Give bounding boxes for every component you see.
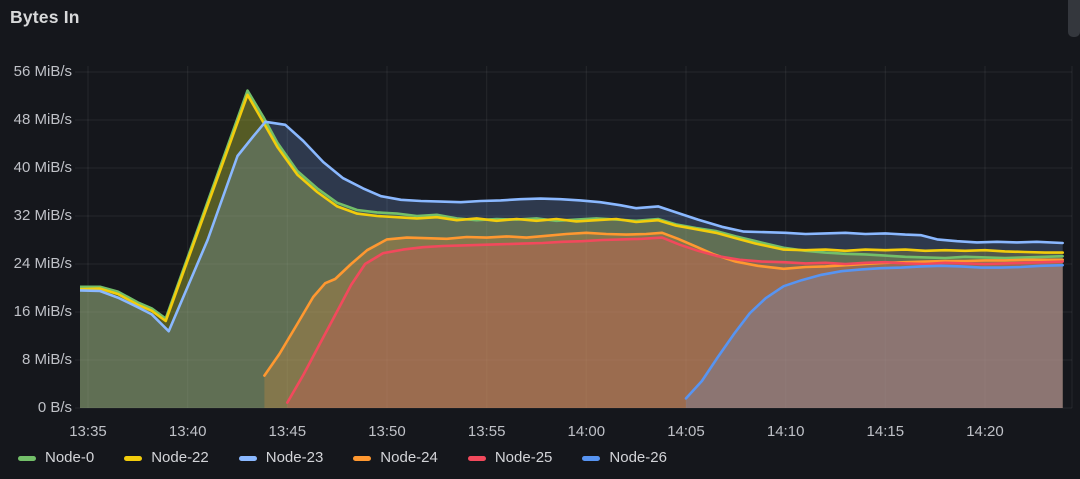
legend-item-node-25[interactable]: Node-25 — [467, 449, 553, 467]
legend-label: Node-26 — [609, 449, 667, 466]
legend-swatch-icon — [582, 455, 601, 461]
y-tick-label: 16 MiB/s — [13, 303, 72, 320]
series-area-node-0 — [80, 90, 1063, 408]
y-tick-label: 56 MiB/s — [13, 63, 72, 80]
series-area-node-26 — [686, 265, 1063, 408]
legend-item-node-24[interactable]: Node-24 — [353, 449, 438, 467]
legend: Node-0 Node-22 Node-23 Node-24 Node-25 Node-2… — [18, 449, 667, 467]
x-tick-label: 13:40 — [168, 423, 207, 440]
x-tick-label: 13:55 — [467, 423, 506, 440]
x-tick-label: 14:00 — [567, 423, 606, 440]
series-line-node-25 — [286, 236, 1064, 404]
legend-swatch-icon — [18, 455, 36, 461]
y-tick-label: 8 MiB/s — [21, 351, 72, 368]
x-tick-label: 13:35 — [69, 423, 107, 440]
x-tick-label: 14:10 — [766, 423, 805, 440]
legend-label: Node-22 — [151, 449, 209, 466]
legend-item-node-23[interactable]: Node-23 — [238, 449, 324, 467]
gridlines — [75, 66, 1073, 409]
series-line-node-24 — [263, 231, 1064, 377]
legend-label: Node-24 — [380, 449, 438, 466]
y-tick-label: 40 MiB/s — [13, 159, 72, 176]
panel-title: Bytes In — [10, 7, 80, 27]
y-tick-label: 24 MiB/s — [13, 255, 72, 272]
y-tick-label: 32 MiB/s — [13, 207, 72, 224]
legend-swatch-icon — [124, 455, 143, 461]
legend-label: Node-0 — [45, 449, 95, 466]
series-area-node-22 — [80, 94, 1063, 409]
series-line-node-26 — [684, 263, 1064, 400]
legend-swatch-icon — [467, 455, 486, 461]
series-area-node-24 — [264, 232, 1063, 408]
legend-label: Node-23 — [265, 449, 324, 466]
legend-label: Node-25 — [494, 449, 553, 466]
series-line-node-0 — [80, 89, 1064, 320]
x-tick-label: 14:15 — [866, 423, 905, 440]
legend-swatch-icon — [238, 455, 257, 461]
y-tick-label: 0 B/s — [37, 399, 72, 416]
x-tick-label: 13:45 — [268, 423, 307, 440]
y-tick-label: 48 MiB/s — [13, 111, 72, 128]
series-line-node-23 — [80, 120, 1064, 333]
legend-item-node-26[interactable]: Node-26 — [582, 449, 667, 467]
series-line-node-22 — [80, 93, 1064, 323]
legend-swatch-icon — [353, 455, 372, 461]
x-tick-label: 13:50 — [368, 423, 406, 440]
x-tick-label: 14:20 — [966, 423, 1004, 440]
legend-item-node-0[interactable]: Node-0 — [18, 449, 94, 467]
scrollbar-thumb[interactable] — [1068, 0, 1080, 37]
series-area-node-25 — [287, 237, 1063, 408]
legend-item-node-22[interactable]: Node-22 — [124, 449, 209, 467]
x-tick-label: 14:05 — [667, 423, 705, 440]
